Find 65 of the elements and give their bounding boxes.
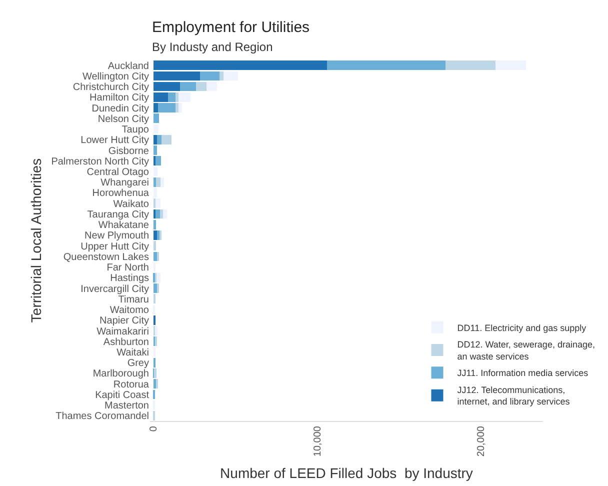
y-tick-label: Kapiti Coast bbox=[95, 390, 150, 401]
y-tick-label: Napier City bbox=[100, 316, 149, 327]
x-axis-title: Number of LEED Filled Jobs by Industry bbox=[220, 464, 473, 481]
chart-title: Employment for Utilities bbox=[152, 19, 310, 36]
y-tick-label: Hastings bbox=[110, 273, 149, 284]
y-tick-label: New Plymouth bbox=[84, 230, 149, 242]
y-tick-label: Ashburton bbox=[103, 336, 149, 348]
y-tick-label: Queenstown Lakes bbox=[63, 252, 149, 263]
y-tick-label: Taupo bbox=[122, 124, 150, 136]
bar bbox=[496, 60, 526, 70]
y-tick-label: Horowhenua bbox=[92, 188, 150, 200]
legend-label: DD11. Electricity and gas supply bbox=[457, 322, 587, 333]
x-tick-label: 20,000 bbox=[476, 426, 488, 457]
bar bbox=[206, 82, 217, 92]
legend-label: DD12. Water, sewerage, drainage, an waste services bbox=[457, 340, 595, 362]
y-tick-label: Upper Hutt City bbox=[80, 241, 149, 252]
y-tick-label: Gisborne bbox=[108, 146, 150, 157]
y-tick-label: Grey bbox=[127, 358, 149, 370]
y-tick-label: Invercargill City bbox=[80, 284, 149, 295]
y-tick-label: Timaru bbox=[118, 294, 149, 306]
bar bbox=[160, 209, 163, 219]
bar bbox=[196, 82, 206, 92]
chart-subtitle: By Industy and Region bbox=[152, 40, 273, 54]
bar bbox=[156, 177, 161, 187]
x-tick-label: 0 bbox=[148, 426, 160, 432]
bar bbox=[446, 60, 496, 70]
bar bbox=[153, 124, 159, 134]
y-tick-label: Central Otago bbox=[86, 166, 150, 178]
bar bbox=[160, 177, 164, 187]
y-tick-label: Waitomo bbox=[110, 305, 150, 316]
y-tick-label: Far North bbox=[106, 262, 149, 274]
bar bbox=[162, 134, 172, 144]
bar bbox=[153, 166, 158, 176]
bar bbox=[224, 71, 238, 81]
y-tick-label: Tauranga City bbox=[87, 209, 149, 220]
y-tick-label: Masterton bbox=[104, 400, 149, 412]
y-tick-label: Lower Hutt City bbox=[80, 135, 149, 146]
y-tick-label: Christchurch City bbox=[72, 82, 149, 94]
bar bbox=[153, 230, 157, 240]
bar bbox=[156, 272, 160, 282]
y-tick-label: Waimakariri bbox=[96, 326, 149, 338]
legend-label: JJ12. Telecommunications, internet, and library services bbox=[457, 385, 570, 407]
bar bbox=[157, 134, 162, 144]
y-tick-label: Whakatane bbox=[98, 220, 150, 232]
bar bbox=[153, 134, 158, 144]
y-tick-label: Marlborough bbox=[92, 368, 149, 380]
bar bbox=[180, 82, 196, 92]
y-tick-label: Waitaki bbox=[116, 347, 149, 358]
y-tick-label: Palmerston North City bbox=[51, 156, 149, 168]
y-tick-label: Waikato bbox=[113, 198, 150, 210]
y-tick-label: Rotorua bbox=[113, 379, 150, 390]
y-tick-label: Thames Coromandel bbox=[56, 411, 149, 422]
y-tick-label: Auckland bbox=[108, 60, 149, 72]
x-tick-label: 10,000 bbox=[312, 426, 324, 457]
legend-label: JJ11. Information media services bbox=[457, 368, 589, 378]
bar bbox=[326, 60, 446, 70]
bar bbox=[156, 230, 160, 240]
y-tick-label: Whangarei bbox=[100, 178, 149, 189]
bar bbox=[162, 209, 168, 219]
y-axis-title: Territorial Local Authorities bbox=[28, 158, 44, 323]
bar bbox=[200, 71, 220, 81]
y-tick-label: Wellington City bbox=[82, 71, 149, 82]
y-tick-label: Dunedin City bbox=[92, 103, 149, 114]
y-tick-label: Nelson City bbox=[98, 114, 149, 125]
y-tick-label: Hamilton City bbox=[90, 92, 149, 104]
